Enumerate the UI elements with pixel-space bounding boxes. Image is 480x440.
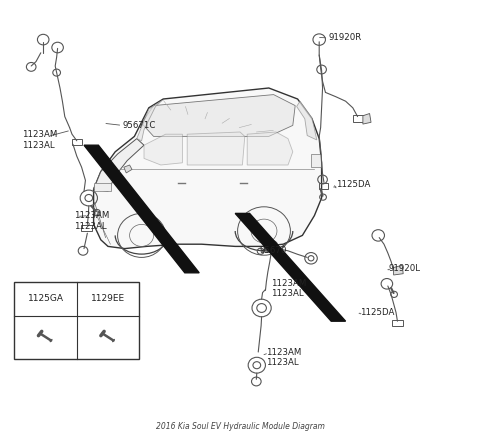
Text: 1123AL: 1123AL	[266, 358, 299, 367]
Text: 91920R: 91920R	[329, 33, 362, 42]
Polygon shape	[142, 95, 295, 136]
Bar	[94, 183, 111, 191]
Text: 95670: 95670	[259, 246, 287, 255]
Text: 1123AM: 1123AM	[74, 211, 110, 220]
Bar	[311, 154, 321, 167]
Polygon shape	[94, 139, 144, 191]
Bar	[81, 225, 92, 231]
Text: 1129EE: 1129EE	[91, 294, 125, 303]
Polygon shape	[137, 100, 162, 141]
Polygon shape	[297, 101, 317, 140]
Text: 91920L: 91920L	[389, 264, 421, 273]
Polygon shape	[124, 165, 132, 173]
Text: 1123AM: 1123AM	[266, 348, 302, 356]
Polygon shape	[94, 88, 322, 249]
Bar	[319, 183, 328, 188]
Polygon shape	[144, 134, 182, 165]
Polygon shape	[394, 265, 403, 275]
Polygon shape	[235, 213, 346, 321]
Bar	[353, 115, 365, 122]
Bar	[72, 139, 82, 145]
Text: 1123AM: 1123AM	[22, 130, 57, 139]
Polygon shape	[363, 114, 371, 124]
Text: 1125GA: 1125GA	[28, 294, 63, 303]
Text: 1125DA: 1125DA	[360, 308, 395, 317]
Text: 1125DA: 1125DA	[336, 180, 371, 189]
Polygon shape	[84, 145, 199, 273]
Text: 1123AL: 1123AL	[74, 222, 107, 231]
Bar	[392, 320, 403, 326]
Bar	[14, 282, 139, 359]
Text: 1123AL: 1123AL	[271, 290, 304, 298]
Text: 1123AL: 1123AL	[22, 141, 54, 150]
Text: 1123AM: 1123AM	[271, 279, 307, 288]
Polygon shape	[247, 132, 293, 165]
Text: 2016 Kia Soul EV Hydraulic Module Diagram: 2016 Kia Soul EV Hydraulic Module Diagra…	[156, 422, 324, 431]
Polygon shape	[187, 132, 245, 165]
Text: 95671C: 95671C	[122, 121, 156, 130]
